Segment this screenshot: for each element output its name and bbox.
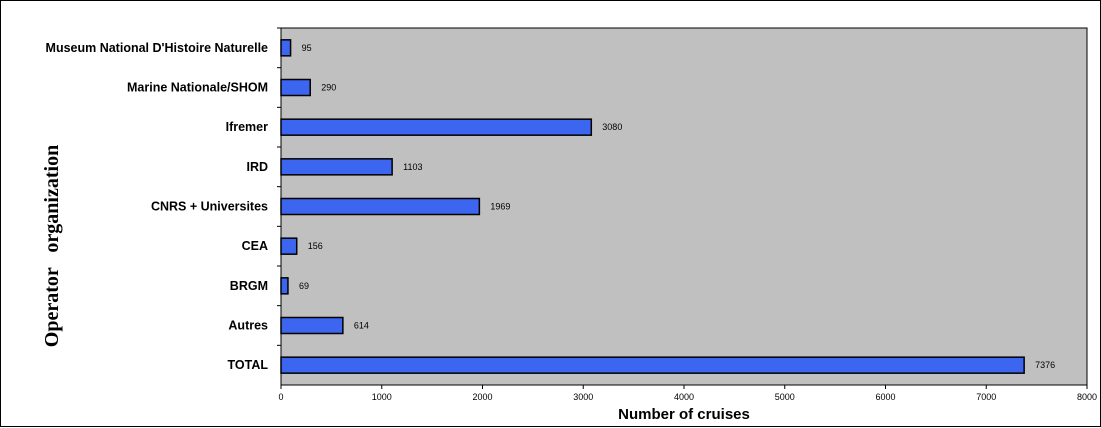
bar [280, 78, 311, 97]
bar [280, 237, 298, 255]
data-label: 1969 [490, 202, 510, 212]
category-label: Ifremer [226, 120, 269, 134]
category-label: Museum National D'Histoire Naturelle [46, 41, 269, 55]
data-label: 1103 [403, 162, 422, 172]
x-tick-label: 5000 [775, 392, 795, 402]
x-tick-label: 7000 [976, 392, 996, 402]
bar [280, 158, 393, 176]
y-axis-title: Operator organization [41, 145, 63, 347]
x-axis-title: Number of cruises [618, 406, 750, 423]
x-tick-label: 6000 [875, 392, 895, 402]
data-label: 95 [302, 43, 312, 53]
category-labels: Museum National D'Histoire Naturelle Mari… [46, 41, 269, 372]
data-label: 3080 [602, 122, 622, 132]
x-tick-label: 8000 [1077, 392, 1097, 402]
bar [280, 39, 292, 57]
data-label: 156 [308, 241, 323, 251]
x-tick-label: 4000 [674, 392, 694, 402]
data-label: 614 [354, 321, 369, 331]
data-label: 290 [321, 83, 336, 93]
bar [280, 277, 289, 295]
bar [280, 316, 344, 335]
category-label: IRD [246, 160, 268, 174]
bar [280, 197, 481, 216]
data-label: 69 [299, 281, 309, 291]
data-label: 7376 [1035, 360, 1055, 370]
x-tick-label: 3000 [573, 392, 593, 402]
x-axis: 0 1000 2000 3000 4000 5000 6000 7000 8000 [277, 27, 1097, 402]
x-tick-label: 2000 [472, 392, 492, 402]
x-tick-label: 1000 [372, 392, 392, 402]
category-label: CEA [242, 239, 268, 253]
category-label: Marine Nationale/SHOM [127, 81, 268, 95]
bars [280, 39, 1025, 374]
category-label: TOTAL [227, 358, 268, 372]
bar [280, 118, 593, 136]
x-tick-label: 0 [278, 392, 283, 402]
data-labels: 95 290 3080 1103 1969 156 69 614 7376 [299, 43, 1055, 370]
bar [280, 356, 1025, 374]
category-label: CNRS + Universites [151, 200, 268, 214]
category-label: Autres [228, 319, 268, 333]
category-label: BRGM [230, 279, 268, 293]
